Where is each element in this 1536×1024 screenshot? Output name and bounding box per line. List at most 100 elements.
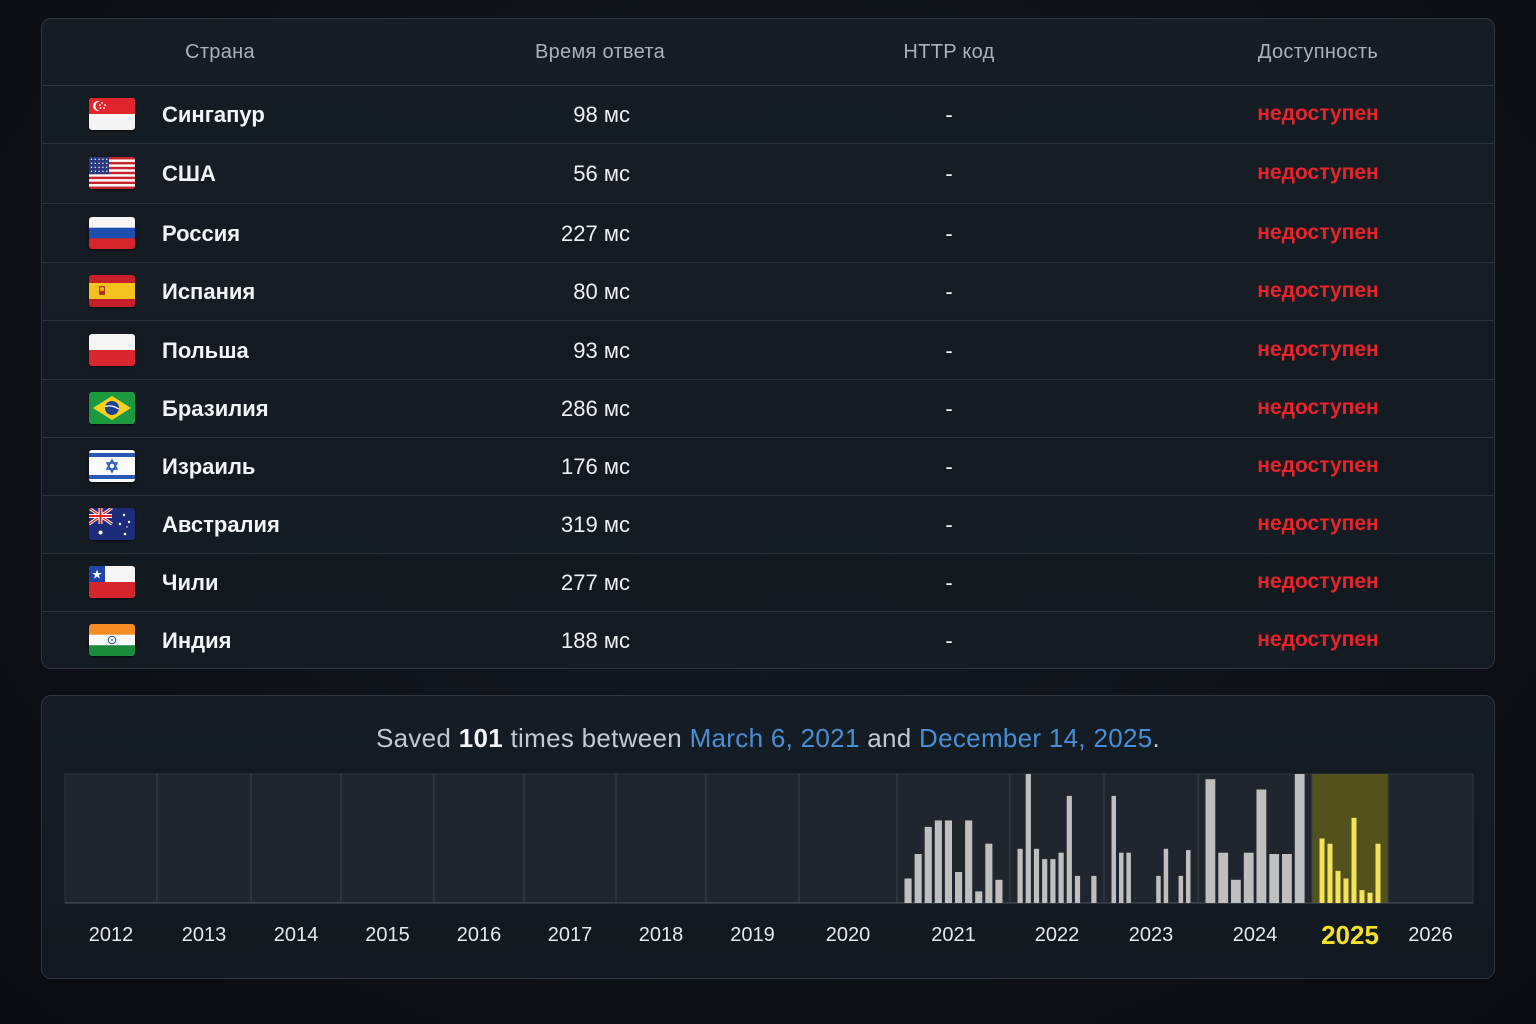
year-label: 2016 xyxy=(457,924,502,946)
capture-bar-2023 xyxy=(1111,795,1116,903)
capture-bar-2023 xyxy=(1156,875,1161,903)
country-name: Австралия xyxy=(162,512,280,537)
highlight-year-band xyxy=(1312,774,1388,903)
capture-bar-2024 xyxy=(1269,854,1280,903)
country-name: Израиль xyxy=(162,454,256,479)
capture-bar-2025 xyxy=(1367,892,1373,903)
capture-bar-2021 xyxy=(904,878,912,903)
country-name: США xyxy=(162,161,216,186)
capture-bar-2021 xyxy=(914,854,922,903)
http-code: - xyxy=(945,102,953,127)
response-time: 93 мс xyxy=(573,338,630,363)
capture-bar-2024 xyxy=(1256,789,1267,903)
capture-bar-2022 xyxy=(1017,848,1023,903)
header-response-time[interactable]: Время ответа xyxy=(534,41,666,63)
availability-status: недоступен xyxy=(1257,102,1379,125)
country-name: Польша xyxy=(162,338,249,363)
capture-bar-2025 xyxy=(1375,843,1381,903)
summary-and: and xyxy=(867,723,912,753)
table-row[interactable]: США 56 мс - недоступен xyxy=(42,144,1494,204)
capture-bar-2021 xyxy=(955,872,963,903)
table-row[interactable]: Испания 80 мс - недоступен xyxy=(42,263,1494,321)
availability-status: недоступен xyxy=(1257,570,1379,593)
year-label: 2024 xyxy=(1233,924,1278,946)
table-row[interactable]: Бразилия 286 мс - недоступен xyxy=(42,380,1494,438)
availability-table: Страна Время ответа HTTP код Доступность… xyxy=(41,18,1495,669)
http-code: - xyxy=(945,396,953,421)
response-time: 56 мс xyxy=(573,161,630,186)
header-http-code[interactable]: HTTP код xyxy=(903,41,995,63)
capture-bar-2024 xyxy=(1205,779,1216,903)
response-time: 319 мс xyxy=(561,512,630,537)
country-name: Чили xyxy=(162,570,219,595)
http-code: - xyxy=(945,279,953,304)
year-label: 2012 xyxy=(89,924,134,946)
capture-bar-2025 xyxy=(1351,817,1357,903)
response-time: 80 мс xyxy=(573,279,630,304)
capture-bar-2025 xyxy=(1359,890,1365,903)
capture-bar-2022 xyxy=(1033,848,1040,903)
response-time: 98 мс xyxy=(573,102,630,127)
capture-bar-2021 xyxy=(975,891,983,903)
availability-status: недоступен xyxy=(1257,221,1379,244)
availability-status: недоступен xyxy=(1257,512,1379,535)
capture-bar-2024 xyxy=(1243,852,1254,903)
flag-singapore-icon xyxy=(89,98,135,130)
history-card: Saved 101 times between March 6, 2021 an… xyxy=(41,695,1495,979)
end-date-link[interactable]: December 14, 2025 xyxy=(919,723,1153,753)
capture-bar-2023 xyxy=(1119,852,1124,903)
capture-bar-2022 xyxy=(1091,875,1097,903)
summary-middle: times between xyxy=(510,723,683,753)
flag-poland-icon xyxy=(89,334,135,366)
start-date-link[interactable]: March 6, 2021 xyxy=(689,723,860,753)
capture-bar-2022 xyxy=(1074,875,1081,903)
http-code: - xyxy=(945,338,953,363)
http-code: - xyxy=(945,512,953,537)
year-label: 2026 xyxy=(1408,924,1453,946)
flag-india-icon xyxy=(89,624,135,656)
response-time: 176 мс xyxy=(561,454,630,479)
table-row[interactable]: Австралия 319 мс - недоступен xyxy=(42,496,1494,554)
capture-bar-2023 xyxy=(1178,875,1184,903)
capture-bar-2022 xyxy=(1025,774,1031,903)
history-summary: Saved 101 times between March 6, 2021 an… xyxy=(42,723,1494,754)
year-label: 2019 xyxy=(730,924,775,946)
capture-bar-2025 xyxy=(1335,870,1341,904)
table-row[interactable]: Израиль 176 мс - недоступен xyxy=(42,438,1494,496)
year-label: 2018 xyxy=(639,924,684,946)
availability-status: недоступен xyxy=(1257,279,1379,302)
availability-status: недоступен xyxy=(1257,454,1379,477)
header-availability[interactable]: Доступность xyxy=(1257,41,1379,63)
capture-bar-2022 xyxy=(1066,795,1072,903)
capture-bar-2021 xyxy=(924,826,932,903)
capture-bar-2024 xyxy=(1282,854,1292,903)
year-label: 2017 xyxy=(548,924,593,946)
availability-status: недоступен xyxy=(1257,396,1379,419)
table-row[interactable]: Индия 188 мс - недоступен xyxy=(42,612,1494,668)
table-row[interactable]: Чили 277 мс - недоступен xyxy=(42,554,1494,612)
capture-bar-2024 xyxy=(1294,774,1305,903)
table-row[interactable]: Сингапур 98 мс - недоступен xyxy=(42,85,1494,144)
year-label: 2014 xyxy=(274,924,319,946)
summary-prefix: Saved xyxy=(375,723,452,753)
table-row[interactable]: Россия 227 мс - недоступен xyxy=(42,204,1494,263)
http-code: - xyxy=(945,570,953,595)
flag-australia-icon xyxy=(89,508,135,540)
country-name: Бразилия xyxy=(162,396,269,421)
flag-israel-icon xyxy=(89,450,135,482)
flag-russia-icon xyxy=(89,217,135,249)
capture-bar-2021 xyxy=(944,820,952,903)
capture-histogram[interactable]: 2012 2013 2014 2015 2016 2017 2018 2019 2020 2021… xyxy=(42,696,1494,978)
capture-bar-2024 xyxy=(1218,852,1229,903)
table-row[interactable]: Польша 93 мс - недоступен xyxy=(42,321,1494,380)
year-label: 2013 xyxy=(182,924,227,946)
capture-bar-2021 xyxy=(934,820,942,903)
flag-usa-icon xyxy=(89,157,135,189)
country-name: Сингапур xyxy=(162,102,265,127)
flag-chile-icon xyxy=(89,566,135,598)
header-country[interactable]: Страна xyxy=(185,41,255,63)
country-name: Испания xyxy=(162,279,256,304)
year-label: 2020 xyxy=(826,924,871,946)
country-name: Индия xyxy=(162,628,232,653)
http-code: - xyxy=(945,454,953,479)
